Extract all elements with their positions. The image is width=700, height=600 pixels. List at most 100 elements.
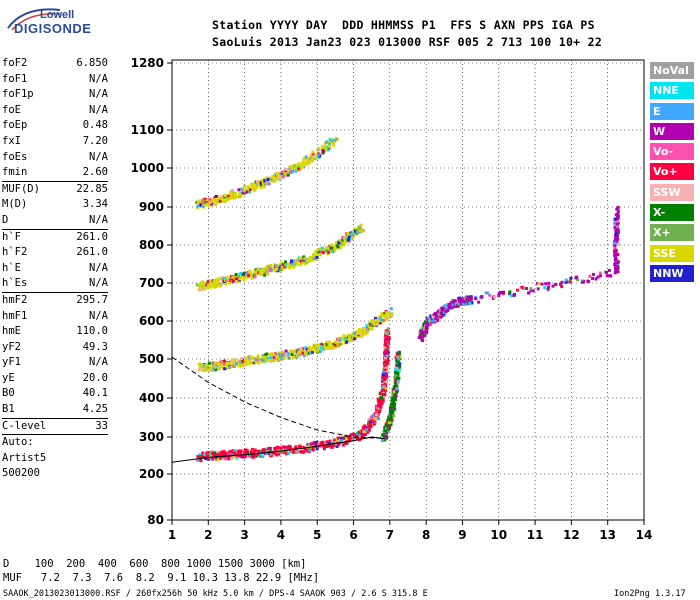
trace-point <box>206 368 210 372</box>
trace-point <box>255 454 259 458</box>
trace-point <box>334 442 338 446</box>
trace-point <box>201 451 205 455</box>
param-row: M(D) 3.34 <box>2 197 108 213</box>
trace-point <box>213 368 217 372</box>
trace-point <box>253 273 257 277</box>
legend-entry: Vo- <box>650 143 694 161</box>
trace-point <box>382 361 386 365</box>
trace-point <box>229 449 233 453</box>
trace-point <box>498 290 502 294</box>
trace-point <box>305 449 309 453</box>
trace-point <box>616 216 620 220</box>
trace-point <box>299 256 303 260</box>
trace-point <box>235 456 239 460</box>
trace-point <box>356 434 360 438</box>
trace-point <box>451 303 455 307</box>
trace-point <box>362 329 366 333</box>
x-tick-label: 7 <box>386 528 394 542</box>
trace-point <box>307 161 311 165</box>
trace-point <box>301 447 305 451</box>
param-value: N/A <box>89 277 108 290</box>
trace-point <box>332 141 336 145</box>
trace-point <box>321 251 325 255</box>
trace-point <box>239 451 243 455</box>
trace-point <box>616 252 620 256</box>
trace-point <box>214 365 218 369</box>
trace-point <box>233 191 237 195</box>
trace-point <box>383 363 387 367</box>
trace-point <box>393 398 397 402</box>
trace-point <box>458 299 462 303</box>
trace-point <box>289 170 293 174</box>
trace-point <box>292 355 296 359</box>
param-name: h`F <box>2 230 21 243</box>
trace-point <box>383 352 387 356</box>
trace-point <box>358 332 362 336</box>
trace-point <box>616 209 620 213</box>
trace-point <box>344 434 348 438</box>
trace-point <box>304 346 308 350</box>
param-value: 49.3 <box>82 340 108 353</box>
trace-point <box>434 312 438 316</box>
trace-point <box>291 264 295 268</box>
trace-point <box>576 278 580 282</box>
trace-point <box>265 352 269 356</box>
trace-point <box>392 385 396 389</box>
trace-point <box>250 184 254 188</box>
trace-point <box>513 292 517 296</box>
trace-point <box>328 341 332 345</box>
trace-point <box>263 273 267 277</box>
trace-point <box>213 195 217 199</box>
trace-point <box>340 439 344 443</box>
trace-point <box>218 284 222 288</box>
trace-point <box>259 359 263 363</box>
trace-point <box>250 274 254 278</box>
trace-point <box>336 337 340 341</box>
trace-point <box>615 240 619 244</box>
trace-point <box>329 444 333 448</box>
param-name: foE <box>2 103 21 116</box>
trace-point <box>233 451 237 455</box>
y-tick-label: 600 <box>139 314 164 328</box>
trace-point <box>303 351 307 355</box>
trace-point <box>196 455 200 459</box>
trace-point <box>426 321 430 325</box>
trace-point <box>258 183 262 187</box>
trace-point <box>565 280 569 284</box>
trace-point <box>615 222 619 226</box>
trace-point <box>220 453 224 457</box>
trace-point <box>270 359 274 363</box>
trace-point <box>359 335 363 339</box>
trace-point <box>311 150 315 154</box>
trace-point <box>248 359 252 363</box>
trace-point <box>212 280 216 284</box>
trace-point <box>299 450 303 454</box>
trace-point <box>457 302 461 306</box>
trace-point <box>250 276 254 280</box>
logo-main-text: DIGISONDE <box>14 21 92 36</box>
trace-point <box>398 355 402 359</box>
trace-point <box>349 433 353 437</box>
legend-entry: W <box>650 122 694 140</box>
param-value: N/A <box>89 213 108 226</box>
trace-point <box>256 449 260 453</box>
trace-point <box>314 249 318 253</box>
trace-point <box>279 268 283 272</box>
trace-point <box>339 244 343 248</box>
param-name: foF2 <box>2 57 28 69</box>
trace-point <box>395 376 399 380</box>
param-value: N/A <box>89 103 108 116</box>
trace-point <box>203 286 207 290</box>
trace-point <box>426 323 430 327</box>
trace-point <box>421 339 425 343</box>
param-name: h`E <box>2 261 21 274</box>
trace-point <box>230 365 234 369</box>
trace-point <box>197 201 201 205</box>
trace-point <box>199 202 203 206</box>
trace-point <box>294 445 298 449</box>
trace-point <box>214 281 218 285</box>
trace-point <box>305 353 309 357</box>
trace-point <box>199 459 203 463</box>
trace-point <box>216 362 220 366</box>
trace-point <box>248 357 252 361</box>
